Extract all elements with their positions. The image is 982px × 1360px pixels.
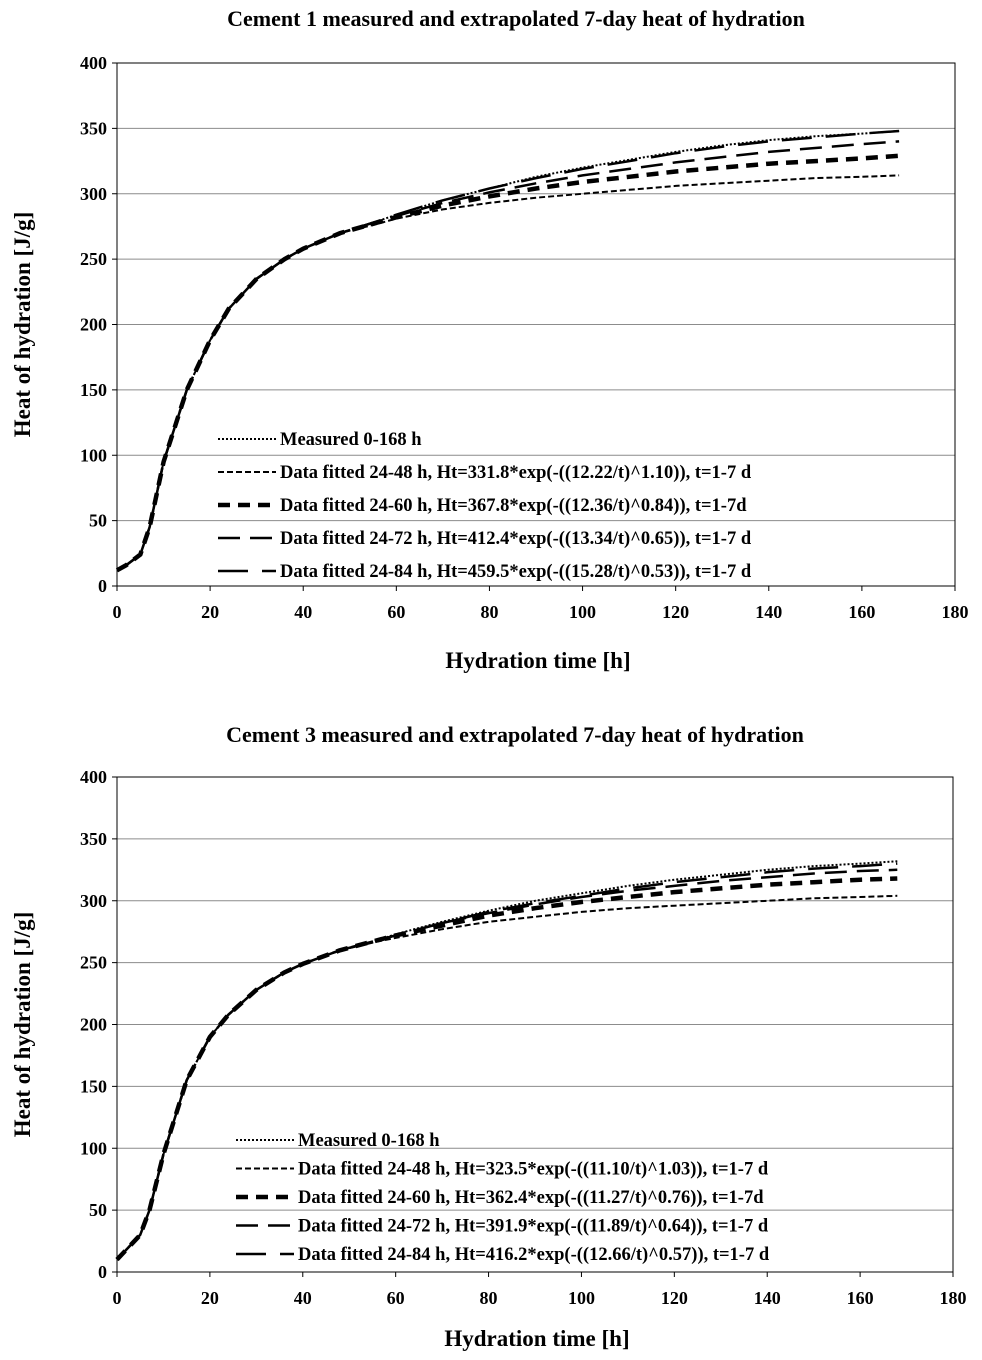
chart2-plot-frame <box>116 776 954 1273</box>
chart1-y-tick-label: 400 <box>80 53 107 73</box>
chart2-x-tick-label: 0 <box>113 1288 122 1308</box>
chart-cement-3-svg: Cement 3 measured and extrapolated 7-day… <box>10 722 967 1351</box>
chart-cement-1: Cement 1 measured and extrapolated 7-day… <box>10 6 969 673</box>
chart1-y-tick-label: 200 <box>80 315 107 335</box>
chart2-y-tick-label: 350 <box>80 829 107 849</box>
chart1-x-tick-label: 100 <box>569 602 596 622</box>
chart1-series-line-3 <box>115 153 900 573</box>
chart1-x-tick-label: 60 <box>387 602 405 622</box>
chart1-series-line-1 <box>116 130 900 572</box>
chart2-legend-label-3: Data fitted 24-60 h, Ht=362.4*exp(-((11.… <box>298 1188 764 1208</box>
chart2-y-tick-label: 200 <box>80 1015 107 1035</box>
chart2-x-tick-label: 80 <box>480 1288 498 1308</box>
chart1-legend-label-5: Data fitted 24-84 h, Ht=459.5*exp(-((15.… <box>280 562 752 582</box>
chart2-y-tick-label: 0 <box>98 1262 107 1282</box>
chart1-x-axis-label: Hydration time [h] <box>445 648 630 673</box>
chart2-x-tick-label: 120 <box>661 1288 688 1308</box>
chart2-y-tick-label: 100 <box>80 1138 107 1158</box>
chart1-x-tick-label: 40 <box>294 602 312 622</box>
chart1-y-tick-label: 50 <box>89 511 107 531</box>
chart1-legend-label-1: Measured 0-168 h <box>280 430 422 450</box>
chart1-y-axis-label: Heat of hydration [J/g] <box>10 212 35 438</box>
chart1-y-tick-label: 0 <box>98 576 107 596</box>
chart1-y-tick-label: 300 <box>80 184 107 204</box>
chart2-y-tick-label: 400 <box>80 767 107 787</box>
chart1-series-line-2 <box>116 174 900 572</box>
chart1-x-tick-label: 80 <box>480 602 498 622</box>
chart2-legend-label-5: Data fitted 24-84 h, Ht=416.2*exp(-((12.… <box>298 1245 770 1265</box>
chart2-x-axis-label: Hydration time [h] <box>444 1326 629 1351</box>
chart1-x-tick-label: 140 <box>755 602 782 622</box>
chart1-x-tick-label: 0 <box>113 602 122 622</box>
chart2-y-tick-label: 150 <box>80 1076 107 1096</box>
chart2-legend-label-2: Data fitted 24-48 h, Ht=323.5*exp(-((11.… <box>298 1160 769 1180</box>
chart2-legend: Measured 0-168 h Data fitted 24-48 h, Ht=… <box>236 1131 770 1265</box>
chart1-y-tick-label: 250 <box>80 249 107 269</box>
chart1-x-tick-label: 20 <box>201 602 219 622</box>
chart2-series-line-3 <box>115 876 898 1262</box>
chart1-legend-label-4: Data fitted 24-72 h, Ht=412.4*exp(-((13.… <box>280 529 752 549</box>
chart1-x-tick-label: 180 <box>942 602 969 622</box>
chart2-y-tick-label: 250 <box>80 953 107 973</box>
chart1-y-tick-label: 350 <box>80 118 107 138</box>
chart1-x-tick-label: 120 <box>662 602 689 622</box>
chart2-legend-label-1: Measured 0-168 h <box>298 1131 440 1151</box>
chart2-x-tick-label: 180 <box>940 1288 967 1308</box>
chart1-legend: Measured 0-168 h Data fitted 24-48 h, Ht=… <box>218 430 752 582</box>
chart1-title: Cement 1 measured and extrapolated 7-day… <box>227 6 805 31</box>
chart-cement-3: Cement 3 measured and extrapolated 7-day… <box>0 712 982 1360</box>
chart1-y-tick-label: 100 <box>80 445 107 465</box>
chart1-legend-label-2: Data fitted 24-48 h, Ht=331.8*exp(-((12.… <box>280 463 752 483</box>
chart2-series-line-1 <box>116 860 898 1261</box>
chart2-y-tick-label: 300 <box>80 891 107 911</box>
chart2-title: Cement 3 measured and extrapolated 7-day… <box>226 722 804 747</box>
chart2-y-tick-label: 50 <box>89 1200 107 1220</box>
chart-cement-1-svg: Cement 1 measured and extrapolated 7-day… <box>10 6 969 673</box>
chart2-x-tick-label: 60 <box>387 1288 405 1308</box>
chart1-y-tick-label: 150 <box>80 380 107 400</box>
chart2-x-tick-label: 140 <box>754 1288 781 1308</box>
chart2-x-tick-label: 100 <box>568 1288 595 1308</box>
chart1-plot-frame <box>116 62 956 587</box>
chart2-y-axis-label: Heat of hydration [J/g] <box>10 912 35 1138</box>
chart1-x-tick-label: 160 <box>848 602 875 622</box>
chart2-legend-label-4: Data fitted 24-72 h, Ht=391.9*exp(-((11.… <box>298 1217 769 1237</box>
chart2-x-tick-label: 160 <box>847 1288 874 1308</box>
chart1-legend-label-3: Data fitted 24-60 h, Ht=367.8*exp(-((12.… <box>280 496 747 516</box>
chart2-x-tick-label: 20 <box>201 1288 219 1308</box>
chart2-x-tick-label: 40 <box>294 1288 312 1308</box>
